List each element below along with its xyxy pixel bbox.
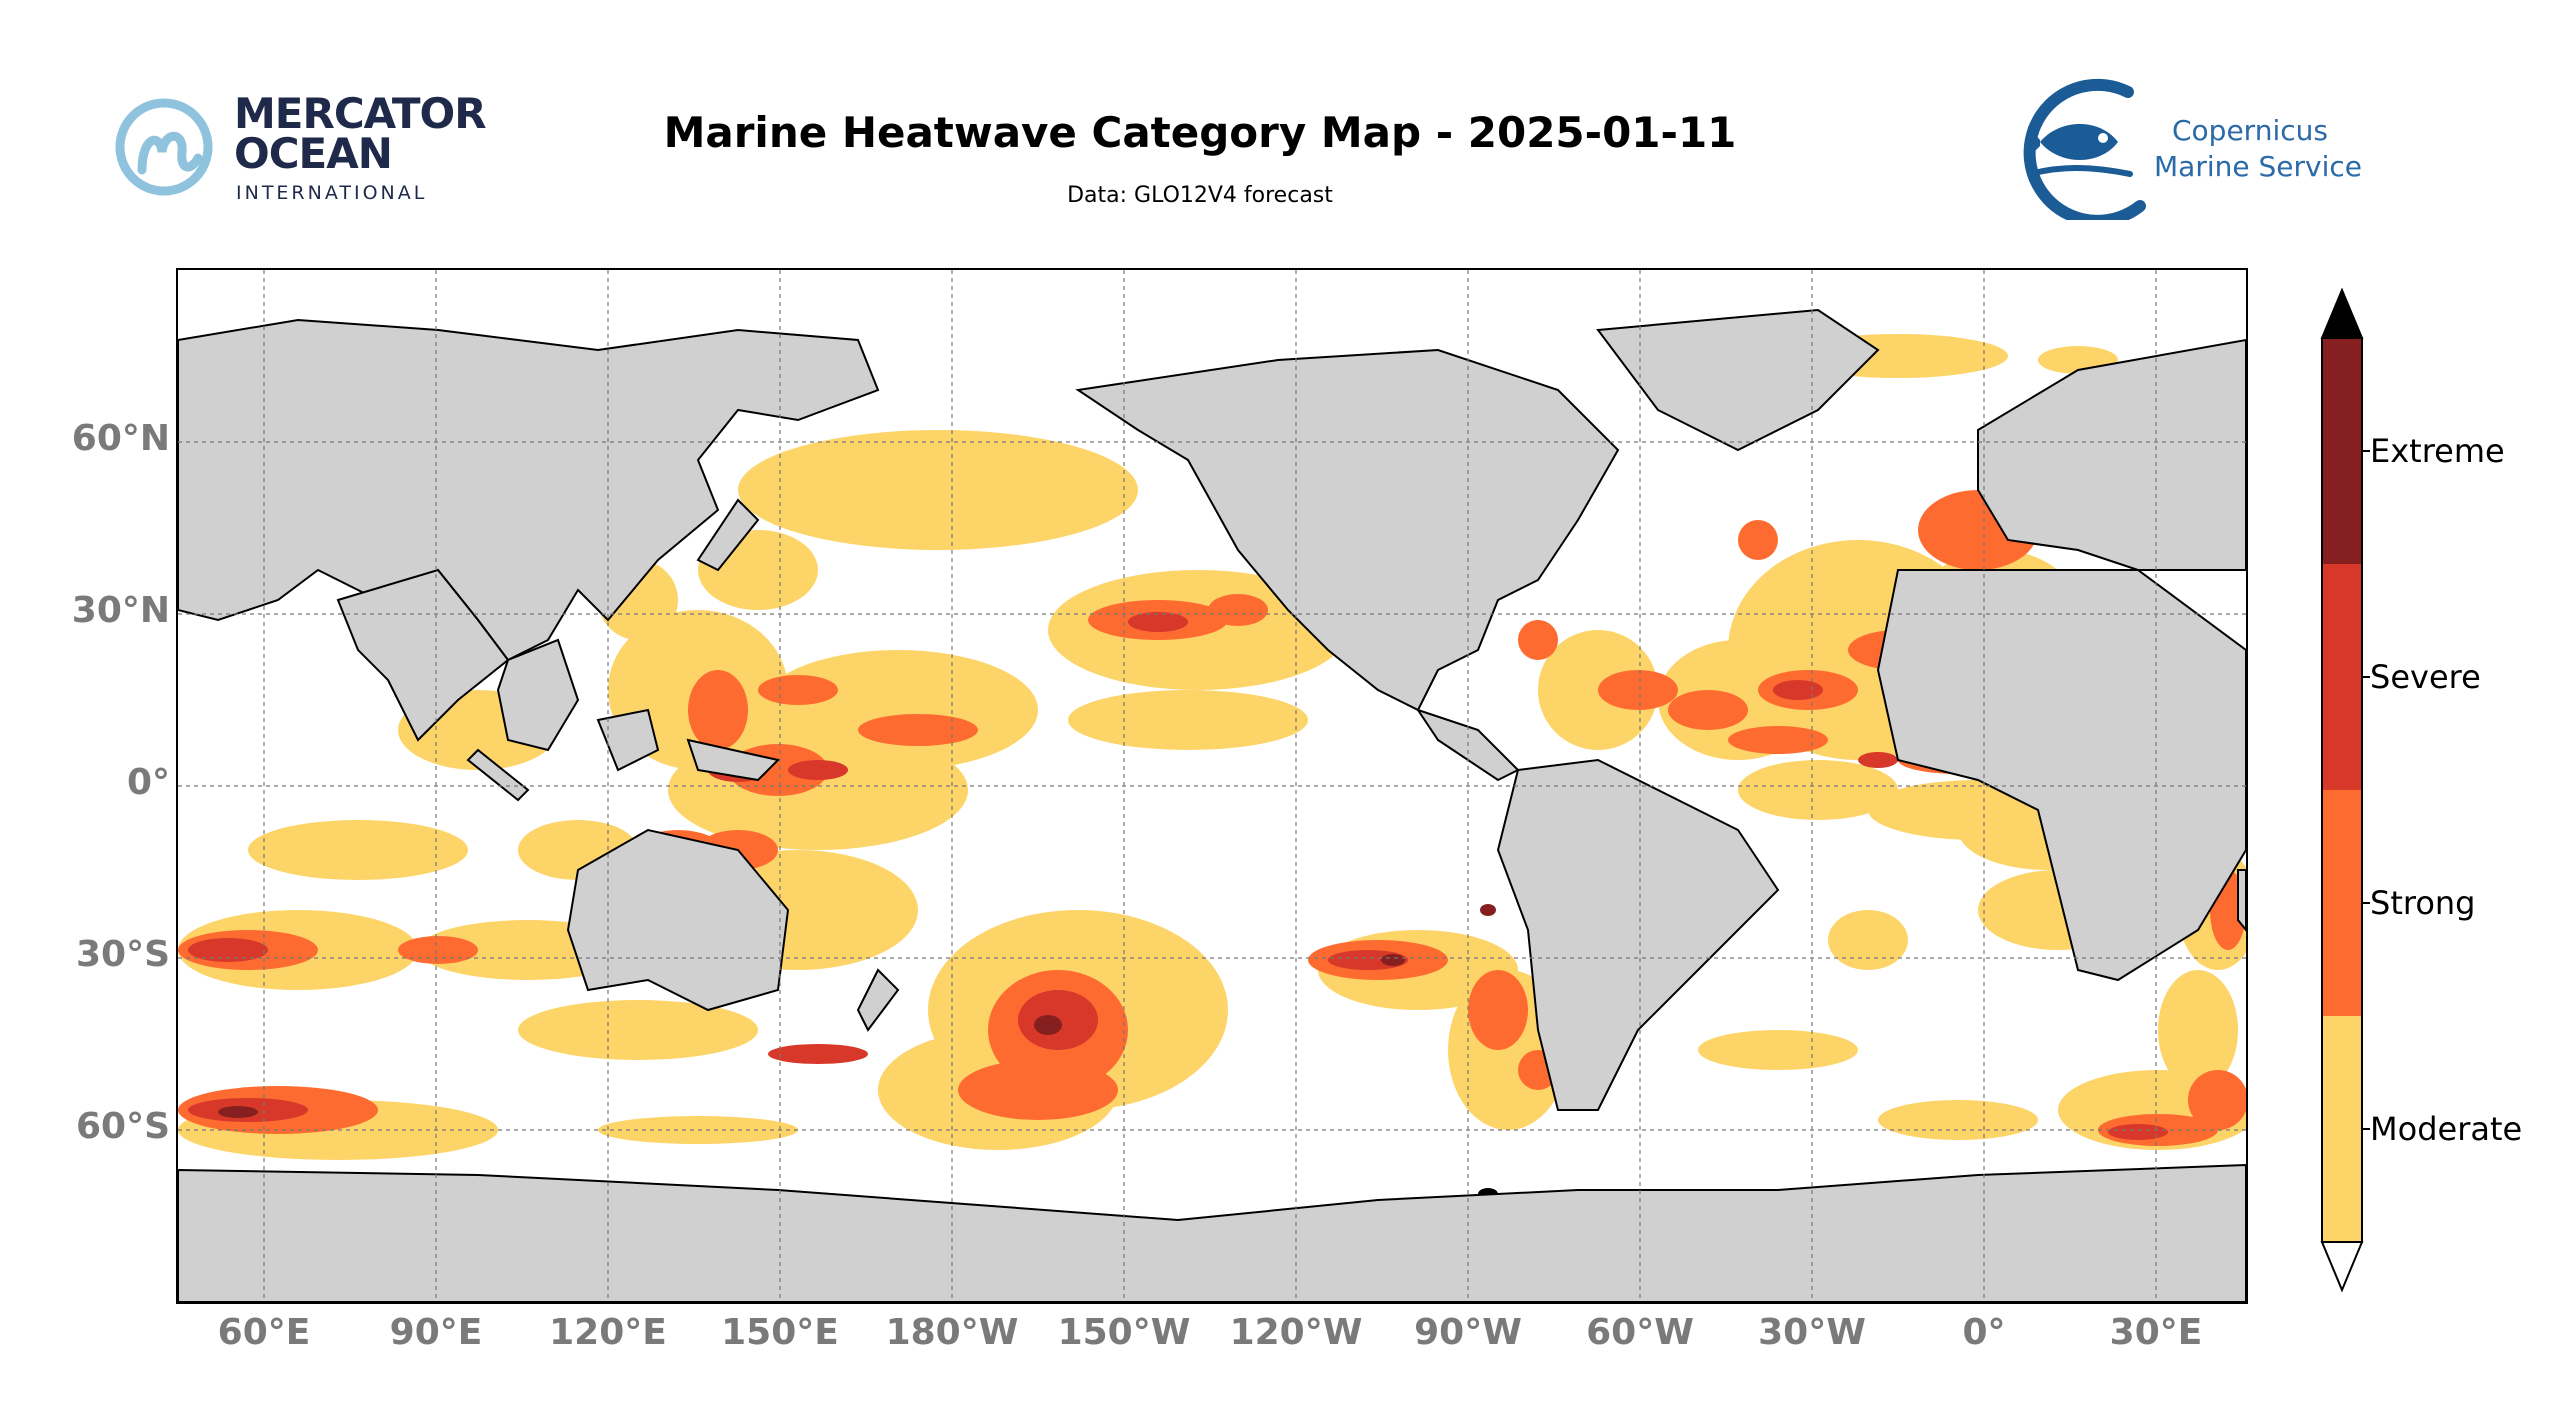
lat-label-60s: 60°S: [75, 1106, 170, 1147]
colorbar-extreme: [2322, 338, 2362, 564]
land-africa: [1876, 569, 2246, 982]
land-layer: [178, 308, 2246, 1302]
land-eurasia-east: [178, 318, 880, 662]
land-south-america: [1496, 758, 1780, 1111]
land-indochina: [496, 638, 580, 752]
colorbar-label-extreme: Extreme: [2370, 432, 2505, 470]
lon-label-120e: 120°E: [549, 1312, 667, 1353]
land-borneo: [596, 708, 660, 772]
copernicus-marine-logo: Copernicus Marine Service: [2000, 74, 2380, 220]
land-antarctica: [178, 1163, 2246, 1302]
land-new-guinea: [686, 738, 780, 782]
world-map: [176, 268, 2248, 1304]
lon-label-60w: 60°W: [1586, 1312, 1694, 1353]
lat-label-60n: 60°N: [71, 418, 170, 459]
colorbar-moderate: [2322, 1016, 2362, 1242]
lon-label-60e: 60°E: [217, 1312, 311, 1353]
logo-text-mercator: MERCATOR: [234, 89, 487, 138]
lat-label-30s: 30°S: [75, 934, 170, 975]
lon-label-150w: 150°W: [1057, 1312, 1191, 1353]
lon-label-0: 0°: [1962, 1312, 2006, 1353]
lon-label-30w: 30°W: [1758, 1312, 1866, 1353]
logo-text-marine-service: Marine Service: [2154, 150, 2362, 183]
heatwave-severe-regions: [188, 612, 2168, 1140]
land-sumatra: [466, 748, 530, 802]
lat-label-30n: 30°N: [71, 590, 170, 631]
lon-label-120w: 120°W: [1229, 1312, 1363, 1353]
map-canvas: [178, 270, 2246, 1302]
colorbar-label-moderate: Moderate: [2370, 1110, 2523, 1148]
land-north-america: [1075, 348, 1620, 712]
mercator-swirl-icon: [115, 98, 213, 196]
colorbar-severe: [2322, 564, 2362, 790]
lat-label-equator: 0°: [126, 762, 170, 803]
logo-text-international: INTERNATIONAL: [236, 182, 428, 204]
graticule: [178, 270, 2246, 1302]
land-australia: [566, 828, 790, 1012]
colorbar-strong: [2322, 790, 2362, 1016]
lon-label-90e: 90°E: [389, 1312, 483, 1353]
map-title: Marine Heatwave Category Map - 2025-01-1…: [663, 108, 1737, 157]
copernicus-fish-icon: [2023, 78, 2146, 220]
mercator-ocean-logo: MERCATOR OCEAN INTERNATIONAL: [112, 92, 487, 212]
logo-text-copernicus: Copernicus: [2172, 114, 2328, 147]
colorbar-label-strong: Strong: [2370, 884, 2476, 922]
land-europe: [1977, 338, 2246, 571]
colorbar-label-severe: Severe: [2370, 658, 2481, 696]
lon-label-90w: 90°W: [1414, 1312, 1522, 1353]
land-new-zealand: [856, 968, 900, 1032]
colorbar: [2320, 288, 2370, 1293]
map-subtitle: Data: GLO12V4 forecast: [1067, 183, 1333, 208]
lon-label-180w: 180°W: [885, 1312, 1019, 1353]
logo-text-ocean: OCEAN: [234, 129, 393, 178]
lon-label-30e: 30°E: [2109, 1312, 2203, 1353]
colorbar-below-arrow: [2320, 1241, 2364, 1293]
land-india: [336, 568, 510, 742]
colorbar-above-arrow: [2320, 288, 2364, 339]
land-japan: [696, 498, 760, 572]
land-madagascar: [2237, 869, 2246, 932]
lon-label-150e: 150°E: [721, 1312, 839, 1353]
land-greenland: [1596, 308, 1880, 452]
